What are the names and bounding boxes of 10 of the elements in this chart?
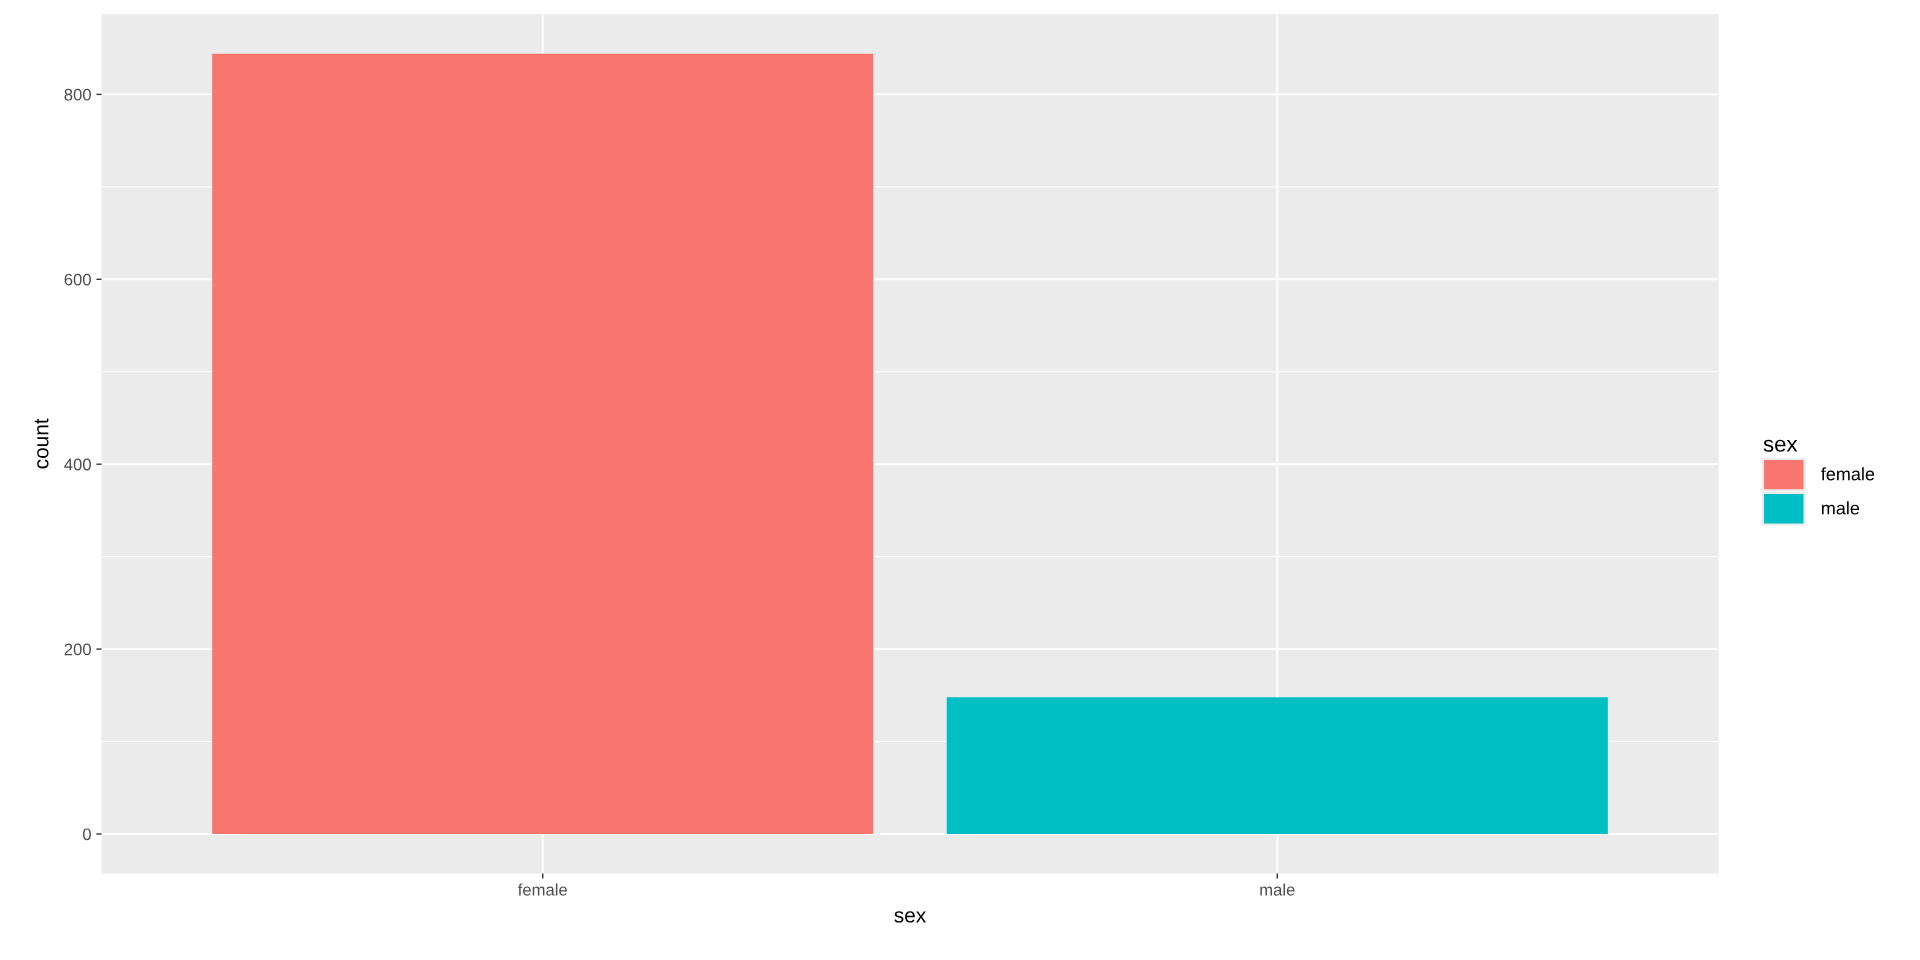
legend-title: sex bbox=[1763, 439, 1798, 452]
legend-label: female bbox=[1821, 467, 1875, 481]
y-tick-label: 400 bbox=[64, 458, 91, 471]
x-axis-title: sex bbox=[894, 911, 926, 923]
legend-label: male bbox=[1821, 501, 1860, 515]
y-tick-label: 600 bbox=[64, 273, 91, 286]
y-axis-title: count bbox=[34, 418, 49, 469]
y-tick-label: 800 bbox=[64, 88, 91, 101]
y-tick-label: 0 bbox=[82, 828, 91, 841]
y-tick-label: 200 bbox=[64, 643, 91, 656]
